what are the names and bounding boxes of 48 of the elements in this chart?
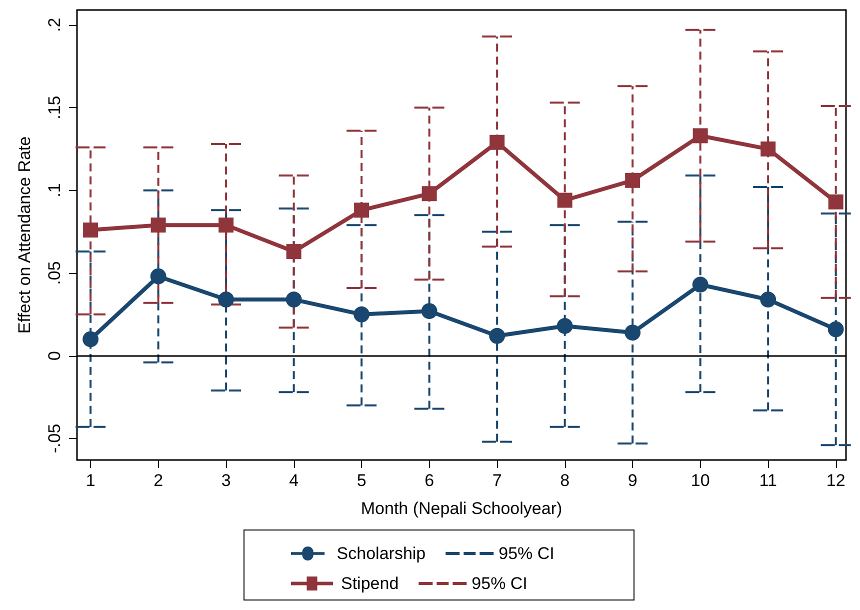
y-tick-label: .05 — [45, 261, 64, 285]
point — [828, 194, 844, 210]
point — [82, 331, 99, 348]
x-tick-label: 1 — [86, 471, 96, 490]
y-tick-label: .15 — [45, 96, 64, 120]
y-tick-label: .1 — [45, 183, 64, 198]
point — [354, 202, 370, 218]
point — [760, 141, 776, 156]
point — [692, 276, 708, 293]
point — [286, 244, 302, 260]
x-tick-label: 4 — [289, 471, 299, 490]
y-axis-title: Effect on Attendance Rate — [15, 136, 34, 334]
point — [422, 186, 437, 202]
x-tick-label: 12 — [826, 471, 846, 490]
point — [625, 172, 640, 188]
x-tick-label: 8 — [560, 471, 570, 490]
legend-label: Stipend — [341, 574, 399, 593]
point — [692, 128, 708, 144]
point — [489, 328, 506, 344]
point — [354, 306, 370, 322]
point — [218, 292, 234, 308]
point — [760, 292, 776, 308]
x-tick-label: 3 — [221, 471, 231, 490]
point — [490, 134, 505, 150]
legend-label: Scholarship — [336, 544, 426, 563]
text: 95% CI — [498, 544, 554, 563]
point — [624, 324, 641, 341]
x-axis-title: Month (Nepali Schoolyear) — [360, 499, 562, 518]
x-tick-label: 7 — [492, 471, 502, 490]
point — [150, 218, 166, 233]
point — [828, 321, 844, 338]
point — [150, 268, 166, 284]
point — [557, 192, 572, 208]
x-tick-label: 5 — [356, 471, 366, 490]
y-tick-label: .2 — [45, 18, 64, 32]
y-tick-label: 0 — [45, 351, 64, 361]
x-tick-label: 2 — [154, 471, 164, 490]
x-tick-label: 9 — [628, 471, 638, 490]
point — [556, 318, 573, 334]
point — [421, 303, 438, 320]
x-tick-label: 10 — [690, 471, 710, 490]
point — [286, 292, 302, 308]
x-tick-label: 11 — [759, 471, 777, 490]
x-tick-label: 6 — [424, 471, 434, 490]
y-tick-label: -.05 — [45, 424, 64, 454]
point — [218, 218, 234, 233]
point — [83, 222, 98, 238]
text: 95% CI — [472, 574, 528, 593]
